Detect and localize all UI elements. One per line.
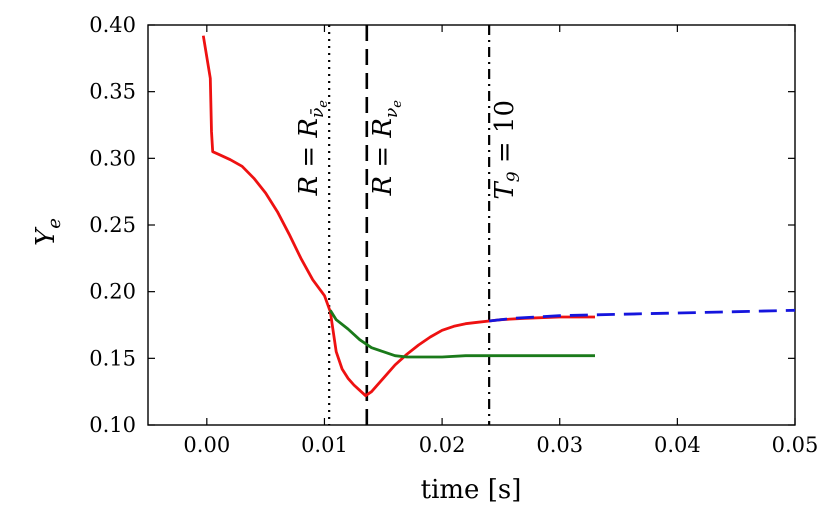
x-tick-label: 0.01 [301,433,348,457]
x-tick-label: 0.04 [654,433,701,457]
vline-label: R = Rν̄e [294,100,331,197]
plot-frame-group [147,24,796,426]
y-tick-label: 0.30 [89,146,136,170]
y-axis-title-group: Ye [31,218,65,246]
x-tick-label: 0.05 [772,433,819,457]
x-tick-label: 0.02 [419,433,466,457]
series-group [201,35,796,398]
y-tick-label: 0.10 [89,413,136,437]
vline-label-group: R = Rν̄e [294,100,331,197]
y-tick-label: 0.15 [89,346,136,370]
y-axis-title: Ye [31,218,65,246]
vline-label-group: T9 = 10 [490,100,524,200]
x-tick-label: 0.00 [183,433,230,457]
y-tick-label: 0.35 [89,80,136,104]
x-tick-label: 0.03 [536,433,583,457]
tick-labels-group: 0.00 0.01 0.02 0.03 0.04 0.05 0.10 0.15 0.20 0.25… [89,13,818,457]
gridless-ticks-group [148,24,796,426]
x-axis-title: time [s] [421,475,522,505]
series-line-blue [488,308,796,323]
vline-label: R = Rνe [368,100,405,197]
y-tick-label: 0.40 [89,13,136,37]
y-tick-label: 0.25 [89,213,136,237]
vertical-lines-group: R = Rν̄e R = Rνe T9 = 10 [294,25,524,425]
series-line-green [329,309,595,359]
vline-label: T9 = 10 [490,100,524,200]
plot-frame [147,24,796,426]
series-line-red [201,35,595,398]
vline-label-group: R = Rνe [368,100,405,197]
y-tick-label: 0.20 [89,280,136,304]
